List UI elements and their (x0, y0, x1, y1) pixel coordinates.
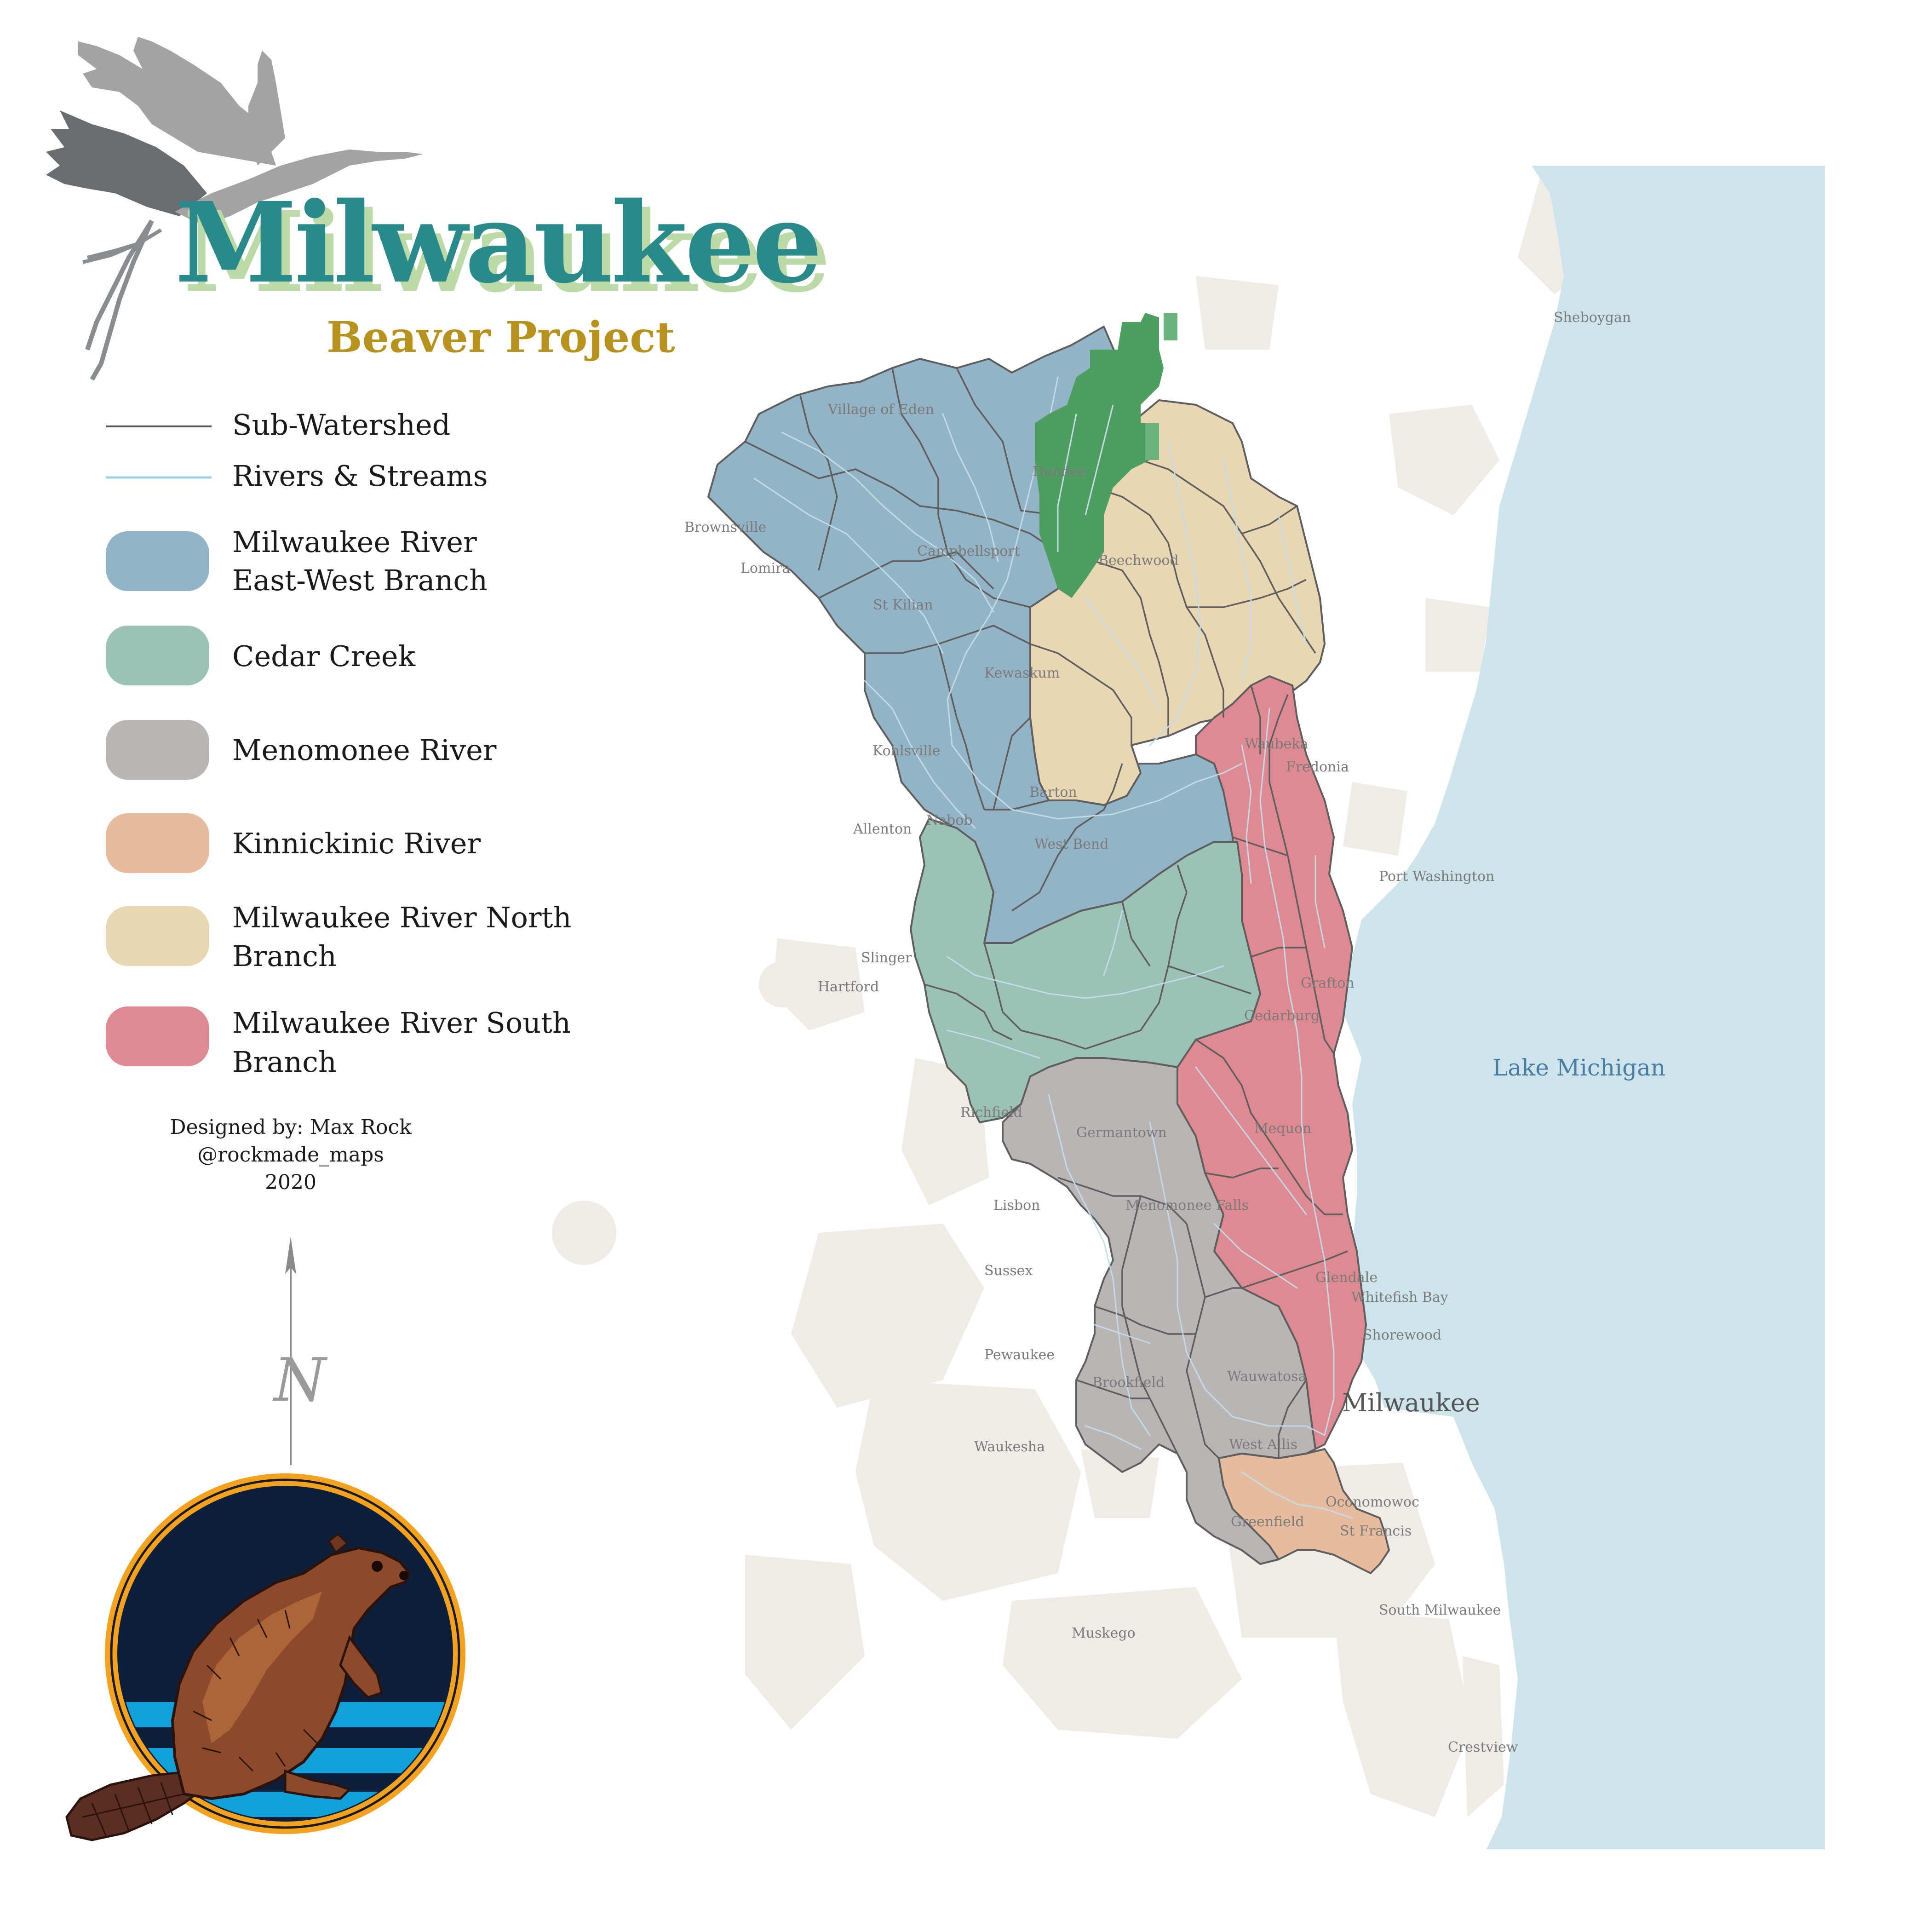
place-label: Milwaukee (1342, 1388, 1480, 1417)
place-label: St Kilian (873, 597, 933, 613)
lake-label: Lake Michigan (1492, 1054, 1665, 1081)
legend-swatch-east-west (106, 531, 209, 591)
place-label: Crestview (1448, 1739, 1518, 1755)
place-label: Lomira (740, 560, 790, 576)
legend-label: Menomonee River (232, 733, 497, 767)
place-label: Lisbon (993, 1197, 1040, 1213)
place-label: Cedarburg (1244, 1008, 1320, 1024)
subtitle: Beaver Project (327, 312, 675, 362)
lake-michigan (1343, 166, 1825, 1849)
place-label: Sheboygan (1554, 310, 1631, 326)
forest-streams (1057, 404, 1114, 552)
beaver-ear (327, 1533, 349, 1554)
legend-label: Milwaukee River (232, 525, 477, 559)
place-label: Mequon (1254, 1121, 1311, 1137)
legend-swatch-menomonee (106, 720, 209, 780)
place-label: West Bend (1034, 836, 1108, 852)
heron-illustration (46, 37, 423, 381)
legend: Sub-Watershed Rivers & Streams Milwaukee… (106, 408, 571, 1079)
beaver-hind-foot (284, 1769, 352, 1800)
forest-patch (1035, 313, 1177, 598)
place-label: Port Washington (1379, 868, 1494, 885)
place-label: Muskego (1072, 1625, 1136, 1641)
badge-ring-line (110, 1478, 460, 1829)
legend-swatch-kinnickinic (106, 813, 209, 873)
heron-body (175, 150, 423, 225)
place-label: Campbellsport (917, 543, 1020, 559)
credit-designer: Designed by: Max Rock (170, 1116, 412, 1139)
beaver-fur-shading (202, 1592, 322, 1743)
north-arrow: N (272, 1236, 328, 1465)
place-label: Fredonia (1286, 759, 1349, 775)
heron-feet (82, 228, 162, 264)
place-label: Oconomowoc (1326, 1494, 1419, 1510)
place-label: Glendale (1315, 1270, 1377, 1286)
place-label: Beechwood (1098, 552, 1179, 569)
place-label: Dundee (1033, 464, 1086, 480)
legend-label: Milwaukee River South (232, 1006, 571, 1040)
place-label: Waubeka (1245, 736, 1309, 752)
title: Milwaukee (175, 178, 820, 308)
place-label: Kewaskum (984, 665, 1060, 681)
rivers-and-streams (753, 376, 1353, 1519)
place-label: Barton (1029, 784, 1077, 800)
place-label: Kohlsville (872, 743, 940, 759)
place-label: Pewaukee (984, 1347, 1055, 1363)
legend-label: Cedar Creek (232, 639, 416, 673)
place-label: Menomonee Falls (1125, 1197, 1249, 1213)
beaver-arm (339, 1635, 383, 1699)
heron-wing-mid (46, 110, 207, 216)
north-arrow-letter: N (272, 1345, 328, 1415)
watershed-kinnickinic (1218, 1448, 1390, 1574)
place-label: South Milwaukee (1379, 1602, 1501, 1618)
legend-label: Milwaukee River North (232, 901, 571, 934)
north-arrow-head (285, 1236, 296, 1274)
legend-label: Rivers & Streams (232, 459, 488, 493)
place-label: Whitefish Bay (1351, 1289, 1448, 1305)
place-label: Hartford (818, 979, 879, 995)
beaver-badge (65, 1473, 465, 1841)
heron-wing-back (78, 37, 276, 166)
legend-label: Branch (232, 939, 337, 973)
credits: Designed by: Max Rock @rockmade_maps 202… (170, 1116, 412, 1194)
credit-handle: @rockmade_maps (197, 1143, 384, 1167)
place-label: Sussex (984, 1263, 1033, 1279)
legend-label: East-West Branch (232, 564, 488, 597)
legend-swatch-north-branch (106, 906, 209, 966)
place-labels: Sheboygan Village of Eden Dundee Brownsv… (684, 310, 1665, 1755)
place-label: Richfield (960, 1104, 1022, 1121)
place-label: Brookfield (1092, 1374, 1165, 1391)
legend-swatch-south-branch (106, 1006, 209, 1066)
place-label: West Allis (1229, 1437, 1297, 1453)
urban-areas (552, 175, 1601, 1817)
place-label: Grafton (1301, 975, 1355, 991)
beaver-tail-scales (82, 1782, 184, 1836)
place-label: Wauwatosa (1227, 1368, 1307, 1385)
place-label: Shorewood (1363, 1327, 1441, 1343)
legend-label: Sub-Watershed (232, 408, 450, 442)
place-label: Waukesha (974, 1439, 1045, 1455)
heron-wing-front (248, 51, 285, 166)
place-label: Village of Eden (827, 402, 934, 418)
place-label: Nabob (926, 812, 973, 828)
heron-legs (85, 219, 154, 381)
place-label: Brownsville (684, 519, 766, 535)
place-label: Greenfield (1231, 1514, 1304, 1530)
place-label: Slinger (861, 950, 912, 966)
credit-year: 2020 (265, 1171, 316, 1194)
place-label: Germantown (1076, 1125, 1167, 1141)
beaver-nose (399, 1571, 408, 1580)
place-label: Allenton (853, 821, 912, 837)
place-label: St Francis (1340, 1523, 1412, 1539)
sub-watershed-lines (745, 368, 1348, 1459)
beaver-eye (372, 1561, 383, 1572)
title-shadow: Milwaukee (183, 187, 828, 317)
legend-label: Kinnickinic River (232, 827, 481, 860)
beaver-fur-lines (193, 1610, 318, 1772)
legend-swatch-cedar-creek (106, 626, 209, 685)
legend-label: Branch (232, 1045, 337, 1079)
